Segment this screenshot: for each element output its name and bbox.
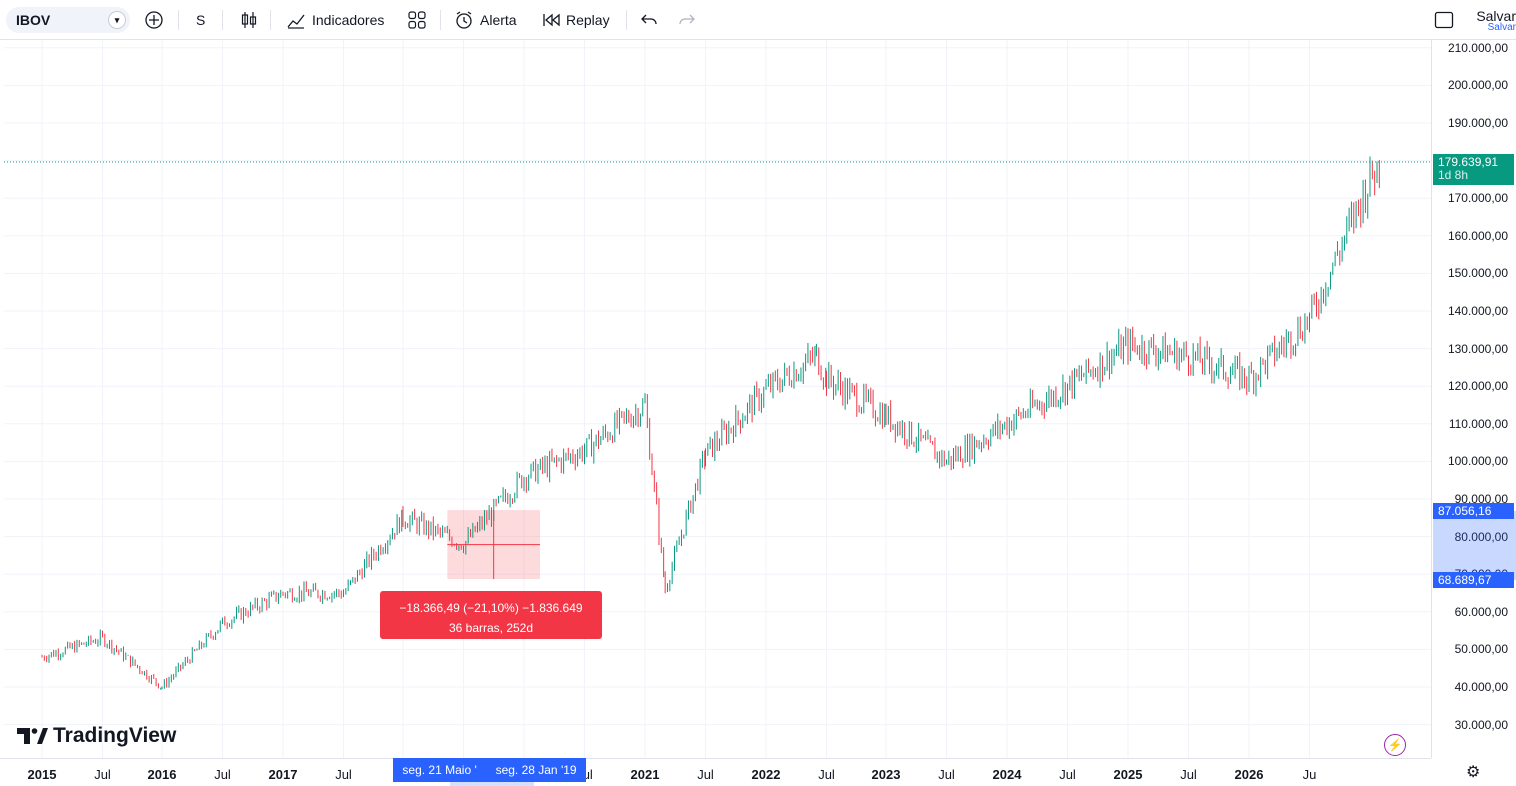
price-tick-label: 130.000,00 <box>1447 341 1508 356</box>
layout-button[interactable] <box>1434 0 1460 40</box>
last-price-tag: 179.639,91 1d 8h <box>1433 154 1514 185</box>
price-tick-label: 140.000,00 <box>1447 304 1508 318</box>
date-range-highlight <box>450 778 534 786</box>
divider <box>270 10 271 30</box>
measure-line2: 36 barras, 252d <box>448 621 534 635</box>
price-chart[interactable] <box>4 40 1431 758</box>
time-tick-label: 2025 <box>1113 767 1143 782</box>
indicators-label: Indicadores <box>312 12 385 28</box>
replay-label: Replay <box>566 12 610 28</box>
time-tick-label: Jul <box>1059 767 1076 782</box>
interval-button[interactable]: S <box>196 0 205 40</box>
time-tick-label: Jul <box>818 767 835 782</box>
undo-icon <box>640 12 658 28</box>
alarm-clock-icon <box>454 10 474 30</box>
candles-icon <box>240 10 258 30</box>
price-tick-label: 80.000,00 <box>1454 529 1508 544</box>
time-tick-label: Jul <box>335 767 352 782</box>
time-tick-label: 2026 <box>1234 767 1264 782</box>
flash-icon[interactable]: ⚡ <box>1384 734 1406 756</box>
save-button[interactable]: Salvar Salvar <box>1474 8 1516 33</box>
chart-type-button[interactable] <box>240 0 264 40</box>
price-tick-label: 30.000,00 <box>1454 717 1508 732</box>
price-tick-label: 200.000,00 <box>1447 78 1508 93</box>
price-tick-label: 40.000,00 <box>1454 680 1508 694</box>
replay-button[interactable]: Replay <box>542 0 610 40</box>
settings-gear-icon[interactable]: ⚙ <box>1466 764 1481 781</box>
last-price-value: 179.639,91 <box>1438 155 1499 169</box>
time-tick-label: Jul <box>214 767 231 782</box>
time-tick-label: 2021 <box>630 767 660 782</box>
price-tick-label: 190.000,00 <box>1447 116 1508 130</box>
price-tick-label: 210.000,00 <box>1447 40 1508 55</box>
range-low-tag: 68.689,67 <box>1433 572 1514 588</box>
time-tick-label: Jul <box>938 767 955 782</box>
candles-group <box>41 156 1380 690</box>
divider <box>222 10 223 30</box>
symbol-label: IBOV <box>16 12 51 28</box>
time-tick-label: 2024 <box>992 767 1022 782</box>
tv-logo-icon <box>17 728 48 744</box>
date-range-start: seg. 21 Maio ' <box>402 763 477 777</box>
range-high-tag: 87.056,16 <box>1433 503 1514 519</box>
time-tick-label: Ju <box>1302 767 1317 782</box>
save-label: Salvar <box>1476 8 1516 24</box>
save-sub-label: Salvar <box>1487 22 1516 33</box>
time-tick-label: 2016 <box>147 767 177 782</box>
square-icon <box>1434 10 1454 30</box>
symbol-search[interactable]: IBOV ▾ <box>6 7 130 33</box>
time-tick-label: Jul <box>1180 767 1197 782</box>
measure-tooltip: −18.366,49 (−21,10%) −1.836.649 36 barra… <box>380 591 602 639</box>
measure-arrows <box>447 510 540 580</box>
plus-circle-icon <box>144 10 164 30</box>
templates-button[interactable] <box>408 0 432 40</box>
time-tick-label: Jul <box>94 767 111 782</box>
alert-label: Alerta <box>480 12 517 28</box>
divider <box>440 10 441 30</box>
price-tick-label: 120.000,00 <box>1447 379 1508 394</box>
logo-text: TradingView <box>53 724 177 747</box>
redo-button[interactable] <box>678 0 702 40</box>
symbol-menu-icon[interactable]: ▾ <box>108 11 126 29</box>
rewind-icon <box>542 12 560 28</box>
range-highlight <box>1433 511 1516 580</box>
time-tick-label: 2017 <box>268 767 298 782</box>
time-tick-label: 2022 <box>751 767 781 782</box>
time-tick-label: Jul <box>697 767 714 782</box>
top-toolbar: IBOV ▾ S Indicadores Alerta <box>0 0 1516 40</box>
price-tick-label: 160.000,00 <box>1447 228 1508 243</box>
indicators-button[interactable]: Indicadores <box>286 0 384 40</box>
price-tick-label: 60.000,00 <box>1454 604 1508 619</box>
price-tick-label: 90.000,00 <box>1454 492 1508 506</box>
price-tick-label: 110.000,00 <box>1448 416 1508 431</box>
time-axis[interactable]: 2015Jul2016Jul2017Jul2Jul2020Jul2021Jul2… <box>0 758 1431 786</box>
divider <box>178 10 179 30</box>
indicators-icon <box>286 10 306 30</box>
price-tick-label: 170.000,00 <box>1447 191 1508 206</box>
compare-button[interactable] <box>144 0 170 40</box>
chart-grid <box>4 40 1431 758</box>
grid-icon <box>408 11 426 29</box>
price-tick-label: 150.000,00 <box>1447 266 1508 281</box>
divider <box>626 10 627 30</box>
last-price-countdown: 1d 8h <box>1438 168 1469 182</box>
date-range-end: seg. 28 Jan '19 <box>495 763 577 777</box>
price-axis[interactable]: 210.000,00200.000,00190.000,00180.000,00… <box>1431 40 1516 758</box>
tradingview-logo[interactable]: TradingView <box>16 724 176 748</box>
date-range-label: seg. 21 Maio ' seg. 28 Jan '19 <box>393 758 586 782</box>
time-tick-label: 2023 <box>871 767 901 782</box>
interval-label: S <box>196 12 206 28</box>
undo-button[interactable] <box>640 0 664 40</box>
price-tick-label: 50.000,00 <box>1454 642 1508 657</box>
alert-button[interactable]: Alerta <box>454 0 517 40</box>
price-tick-label: 100.000,00 <box>1447 454 1508 469</box>
measure-line1: −18.366,49 (−21,10%) −1.836.649 <box>399 601 583 615</box>
redo-icon <box>678 12 696 28</box>
time-tick-label: 2015 <box>27 767 57 782</box>
